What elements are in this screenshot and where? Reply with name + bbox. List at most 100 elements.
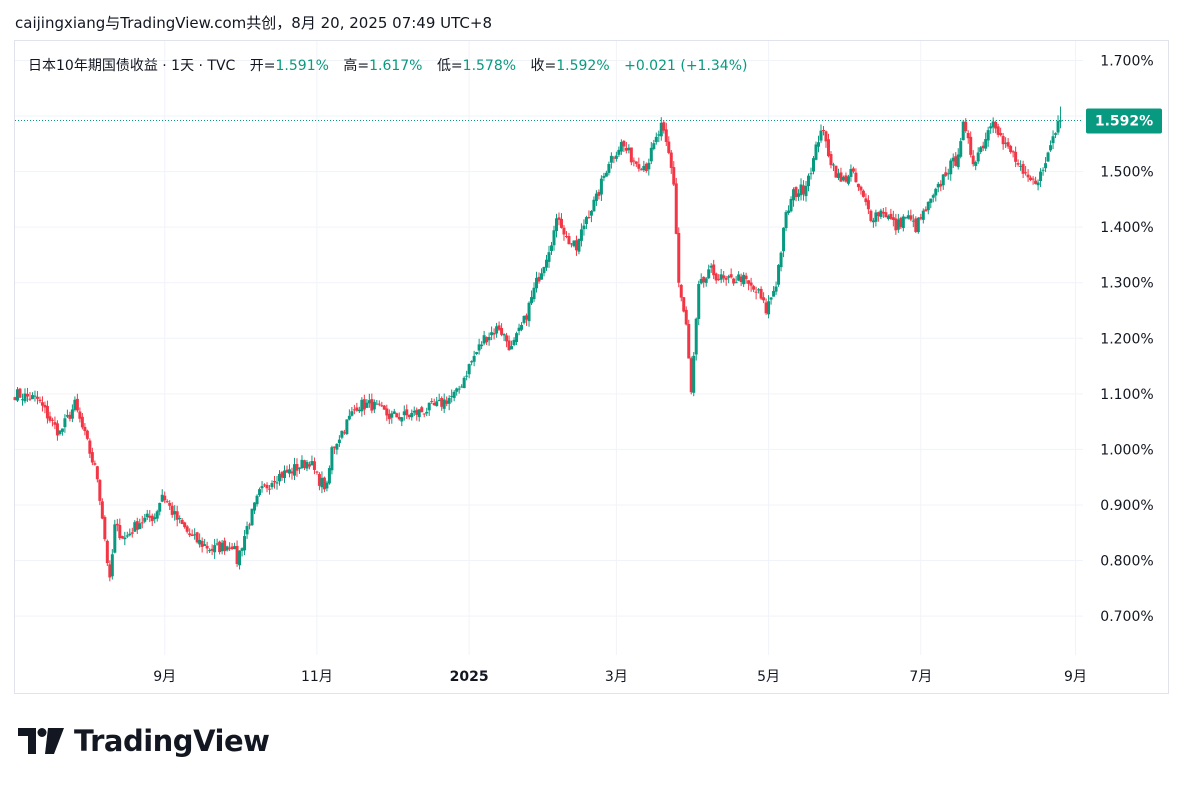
candle-body xyxy=(1029,177,1033,181)
candle-body xyxy=(874,212,878,222)
candle-body xyxy=(75,398,79,411)
candle-body xyxy=(757,289,761,291)
candle-body xyxy=(542,267,546,274)
candle-body xyxy=(767,301,771,315)
candle-body xyxy=(984,139,988,149)
candle-body xyxy=(477,344,481,351)
candle-body xyxy=(18,388,22,398)
candle-body xyxy=(347,415,351,420)
candle-body xyxy=(891,217,895,220)
candle-body xyxy=(447,398,451,404)
candle-body xyxy=(547,252,551,262)
candle-body xyxy=(233,546,237,550)
candle-body xyxy=(729,274,733,278)
candle-body xyxy=(268,488,272,490)
candle-body xyxy=(732,278,736,284)
candle-body xyxy=(278,473,282,482)
candle-body xyxy=(577,238,581,252)
y-tick-label: 0.900% xyxy=(1100,498,1153,514)
candle-body xyxy=(228,547,232,549)
candle-body xyxy=(747,280,751,284)
candle-body xyxy=(402,411,406,416)
candle-body xyxy=(178,517,182,520)
candle-body xyxy=(105,540,109,564)
candle-body xyxy=(682,297,686,312)
candle-body xyxy=(203,544,207,546)
candle-body xyxy=(168,502,172,506)
candle-body xyxy=(450,395,454,397)
candle-body xyxy=(340,430,344,438)
candle-body xyxy=(253,502,257,511)
candle-body xyxy=(1014,151,1018,162)
candle-body xyxy=(652,143,656,149)
candle-body xyxy=(300,459,304,469)
tradingview-logo-text: TradingView xyxy=(74,724,270,758)
candle-body xyxy=(193,534,197,536)
candle-body xyxy=(869,210,873,221)
candle-body xyxy=(1004,142,1008,144)
candle-body xyxy=(876,212,880,217)
y-tick-label: 1.300% xyxy=(1100,276,1153,292)
candle-body xyxy=(522,315,526,323)
candle-body xyxy=(949,160,953,175)
candle-body xyxy=(405,409,409,416)
candle-body xyxy=(525,315,529,320)
candle-body xyxy=(996,126,1000,135)
candle-body xyxy=(549,245,553,252)
candle-body xyxy=(45,406,49,419)
candle-body xyxy=(480,344,484,347)
tradingview-logo[interactable]: TradingView xyxy=(18,724,270,758)
candle-body xyxy=(1051,136,1055,144)
candle-body xyxy=(986,130,990,141)
candle-body xyxy=(517,327,521,332)
candle-body xyxy=(392,411,396,414)
last-price-tag: 1.592% xyxy=(1086,108,1162,134)
candle-body xyxy=(1034,180,1038,184)
candle-body xyxy=(991,121,995,128)
y-tick-label: 1.400% xyxy=(1100,220,1153,236)
candle-body xyxy=(1049,145,1053,151)
candle-body xyxy=(704,278,708,283)
candle-body xyxy=(218,541,222,553)
candle-body xyxy=(490,332,494,336)
candle-body xyxy=(752,286,756,290)
candle-body xyxy=(587,216,591,218)
y-tick-label: 1.000% xyxy=(1100,442,1153,458)
candle-body xyxy=(724,277,728,280)
candle-body xyxy=(387,413,391,420)
candle-body xyxy=(58,430,62,434)
candle-body xyxy=(375,403,379,405)
candle-body xyxy=(617,149,621,155)
candle-body xyxy=(692,355,696,393)
candle-body xyxy=(215,543,219,545)
candle-body xyxy=(467,364,471,375)
candle-body xyxy=(964,121,968,131)
candle-body xyxy=(115,523,119,526)
candle-body xyxy=(1059,120,1063,122)
candle-body xyxy=(642,165,646,171)
candle-body xyxy=(604,172,608,177)
chart-frame[interactable] xyxy=(14,40,1169,694)
candle-body xyxy=(265,484,269,489)
candle-body xyxy=(360,399,364,412)
candle-body xyxy=(1044,163,1048,169)
candle-body xyxy=(812,158,816,172)
candle-body xyxy=(470,361,474,363)
candle-body xyxy=(93,463,97,465)
candle-body xyxy=(612,157,616,159)
candle-body xyxy=(382,405,386,410)
candle-body xyxy=(485,337,489,343)
candle-body xyxy=(280,472,284,478)
candle-body xyxy=(824,131,828,142)
candle-body xyxy=(737,274,741,281)
candle-body xyxy=(425,411,429,414)
candle-body xyxy=(896,219,900,230)
candle-body xyxy=(856,183,860,188)
candle-body xyxy=(337,439,341,444)
candle-body xyxy=(572,240,576,247)
candle-body xyxy=(851,168,855,172)
candle-body xyxy=(677,232,681,283)
y-tick-label: 1.100% xyxy=(1100,387,1153,403)
candle-body xyxy=(607,164,611,173)
